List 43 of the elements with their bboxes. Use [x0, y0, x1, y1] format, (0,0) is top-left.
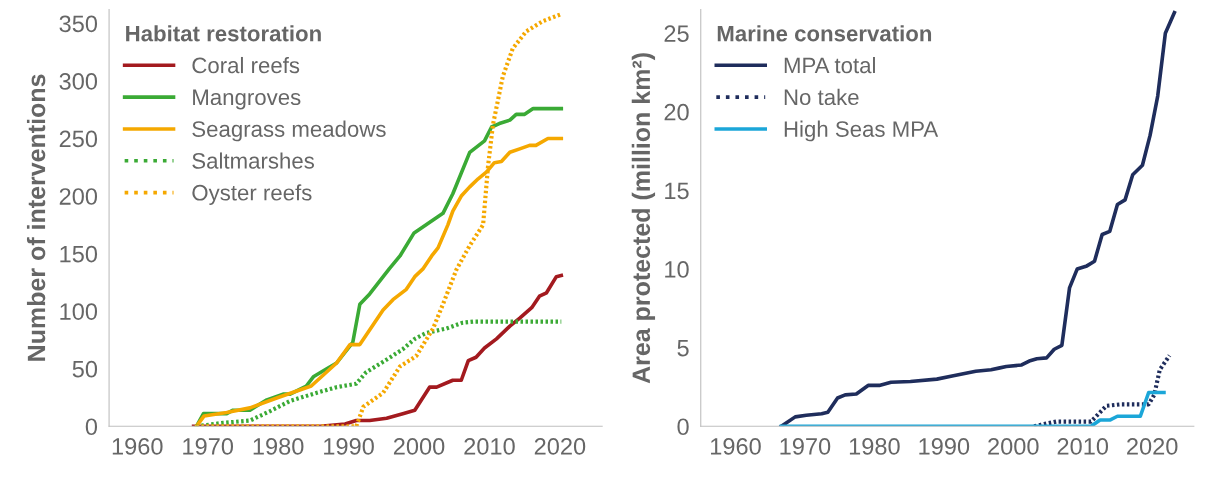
y-tick-label: 100: [60, 303, 98, 320]
x-tick-label: 2000: [988, 438, 1039, 455]
legend-title: Marine conservation: [717, 25, 932, 42]
legend-label: Coral reefs: [192, 56, 300, 74]
y-axis-title: Number of interventions: [26, 74, 46, 361]
legend-label: Saltmarshes: [192, 152, 314, 169]
y-tick-label: 10: [665, 261, 689, 278]
y-tick-label: 0: [85, 418, 98, 436]
y-tick-label: 50: [72, 360, 98, 378]
y-tick-label: 20: [664, 103, 689, 121]
y-tick-label: 250: [59, 130, 98, 148]
y-tick-label: 300: [59, 73, 98, 90]
legend-title: Habitat restoration: [126, 25, 321, 42]
legend-label: High Seas MPA: [784, 120, 939, 142]
line-series: [1032, 353, 1172, 427]
x-tick-label: 2010: [464, 438, 515, 455]
y-tick-label: 5: [677, 339, 689, 357]
x-tick-label: 1970: [780, 438, 831, 455]
x-tick-label: 2020: [534, 438, 586, 455]
x-tick-label: 1990: [919, 438, 970, 455]
x-tick-label: 2010: [1057, 438, 1109, 455]
y-tick-label: 200: [59, 188, 98, 205]
y-axis-title: Area protected (million km²): [631, 53, 656, 384]
line-series: [779, 390, 1166, 427]
x-tick-label: 1990: [324, 438, 374, 455]
y-tick-label: 25: [664, 25, 689, 42]
legend-label: MPA total: [784, 56, 875, 74]
legend-label: Mangroves: [193, 89, 301, 110]
legend-label: No take: [784, 88, 859, 106]
y-tick-label: 350: [59, 15, 98, 33]
x-tick-label: 1960: [711, 438, 761, 455]
legend-label: Seagrass meadows: [192, 120, 386, 142]
x-tick-label: 1980: [253, 438, 304, 455]
x-tick-label: 2020: [1127, 438, 1178, 455]
line-series: [191, 273, 564, 427]
x-tick-label: 1970: [183, 438, 234, 455]
y-tick-label: 15: [665, 182, 689, 200]
x-tick-label: 1960: [112, 438, 163, 455]
x-tick-label: 2000: [393, 438, 445, 455]
y-tick-label: 150: [60, 245, 98, 263]
y-tick-label: 0: [677, 418, 689, 436]
legend-label: Oyster reefs: [192, 184, 312, 205]
x-tick-label: 1980: [849, 438, 900, 455]
